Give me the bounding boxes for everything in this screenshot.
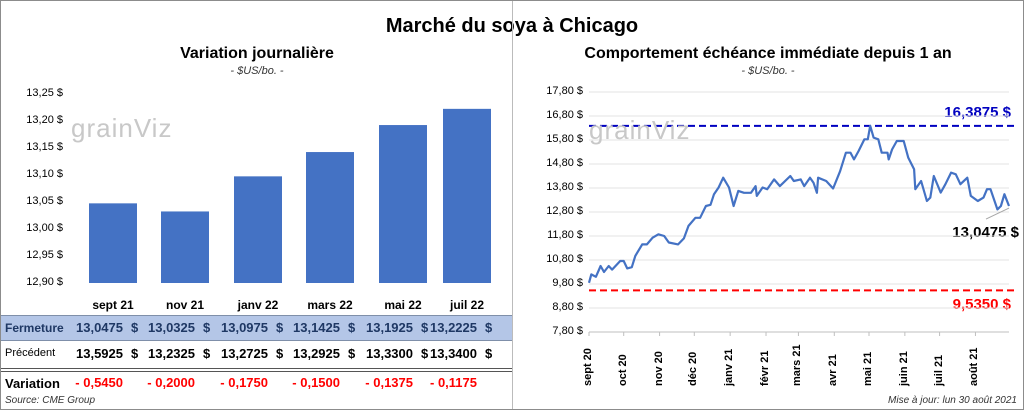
currency-symbol: $ [131, 346, 139, 361]
bar-chart [89, 108, 491, 283]
currency-symbol: $ [421, 346, 429, 361]
x-category-label: nov 21 [165, 298, 204, 312]
table-cell: 13,2925 [293, 346, 340, 361]
source-note: Source: CME Group [5, 395, 96, 406]
panel-divider [512, 1, 513, 409]
x-category-label: juil 22 [449, 298, 484, 312]
y-tick-label: 12,95 $ [26, 249, 63, 261]
table-cell: - 0,5450 [75, 375, 123, 390]
y-tick-label: 13,25 $ [26, 87, 63, 99]
x-tick-label: mars 21 [791, 344, 804, 386]
x-tick-label: nov 20 [652, 351, 665, 386]
currency-symbol: $ [203, 346, 211, 361]
table-cell: 13,0975 [221, 320, 268, 335]
y-tick-label: 13,20 $ [26, 114, 63, 126]
y-tick-label: 15,80 $ [546, 133, 583, 145]
y-tick-label: 13,05 $ [26, 195, 63, 207]
row-label: Précédent [5, 347, 56, 359]
bar-juil-22 [443, 108, 491, 283]
y-tick-label: 10,80 $ [546, 253, 583, 265]
table-cell: 13,0475 [76, 320, 123, 335]
x-category-label: sept 21 [92, 298, 134, 312]
table-cell: 13,3400 [430, 346, 477, 361]
table-cell: - 0,1375 [365, 375, 413, 390]
y-tick-label: 13,80 $ [546, 181, 583, 193]
x-tick-label: janv 21 [723, 348, 736, 386]
x-category-label: mai 22 [384, 298, 422, 312]
update-note: Mise à jour: lun 30 août 2021 [888, 395, 1017, 406]
bar-chart-title: Variation journalière [180, 45, 334, 62]
table-cell: 13,3300 [366, 346, 413, 361]
bar-mai-22 [379, 125, 427, 283]
currency-symbol: $ [485, 320, 493, 335]
page-title: Marché du soya à Chicago [385, 15, 639, 37]
table-cell: 13,0325 [148, 320, 195, 335]
y-tick-label: 14,80 $ [546, 157, 583, 169]
table-cell: 13,1425 [293, 320, 340, 335]
y-tick-label: 8,80 $ [552, 301, 583, 313]
y-tick-label: 13,15 $ [26, 141, 63, 153]
currency-symbol: $ [485, 346, 493, 361]
table-cell: 13,1925 [366, 320, 413, 335]
line-chart [587, 91, 1015, 336]
x-tick-label: juil 21 [932, 354, 945, 386]
x-tick-label: oct 20 [616, 354, 629, 386]
x-tick-label: juin 21 [897, 351, 910, 386]
table-cell: - 0,1175 [430, 375, 477, 390]
currency-symbol: $ [348, 346, 356, 361]
table-cell: 13,2325 [148, 346, 195, 361]
min-label: 9,5350 $ [952, 296, 1011, 314]
table-row-fermeture: Fermeture 13,0475 $13,0325 $13,0975 $13,1425… [1, 315, 513, 341]
bar-nov-21 [161, 211, 209, 283]
bar-sept-21 [89, 203, 137, 283]
x-tick-label: août 21 [968, 347, 981, 386]
x-tick-label: mai 21 [862, 351, 874, 386]
x-tick-label: avr 21 [827, 354, 840, 386]
table-row-variation: Variation - 0,5450 - 0,2000 - 0,1750 - 0,150… [1, 371, 513, 395]
table-cell: 13,5925 [76, 346, 123, 361]
price-line [587, 124, 1011, 284]
currency-symbol: $ [131, 320, 139, 335]
y-tick-label: 13,10 $ [26, 168, 63, 180]
currency-symbol: $ [276, 320, 284, 335]
row-label: Fermeture [5, 321, 64, 335]
double-divider [1, 368, 513, 372]
bar-janv-22 [234, 176, 282, 283]
row-label: Variation [5, 376, 60, 391]
table-cell: - 0,2000 [147, 375, 195, 390]
y-tick-label: 17,80 $ [546, 85, 583, 97]
currency-symbol: $ [421, 320, 429, 335]
bar-chart-subtitle: - $US/bo. - [230, 65, 284, 77]
table-cell: 13,2725 [221, 346, 268, 361]
x-tick-label: sept 20 [582, 348, 594, 386]
y-tick-label: 11,80 $ [547, 229, 583, 241]
line-chart-title: Comportement échéance immédiate depuis 1… [584, 45, 952, 62]
max-label: 16,3875 $ [944, 103, 1011, 121]
table-cell: - 0,1500 [292, 375, 340, 390]
table-cell: 13,2225 [430, 320, 477, 335]
x-tick-label: févr 21 [759, 350, 772, 386]
y-tick-label: 13,00 $ [26, 222, 63, 234]
grainviz-watermark-2: grainViz [589, 115, 691, 145]
last-value-leader [985, 207, 1010, 220]
currency-symbol: $ [276, 346, 284, 361]
currency-symbol: $ [203, 320, 211, 335]
x-category-label: janv 22 [237, 298, 279, 312]
line-chart-subtitle: - $US/bo. - [741, 65, 795, 77]
y-tick-label: 12,90 $ [26, 276, 63, 288]
table-row-précédent: Précédent 13,5925 $13,2325 $13,2725 $13,2925… [1, 342, 513, 366]
table-cell: - 0,1750 [220, 375, 268, 390]
x-tick-label: déc 20 [687, 351, 700, 386]
bar-mars-22 [306, 152, 354, 283]
y-tick-label: 7,80 $ [552, 325, 583, 337]
y-tick-label: 16,80 $ [546, 109, 583, 121]
x-category-label: mars 22 [307, 298, 353, 312]
y-tick-label: 12,80 $ [546, 205, 583, 217]
last-value-label: 13,0475 $ [952, 224, 1019, 241]
grainviz-watermark: grainViz [71, 113, 173, 143]
currency-symbol: $ [348, 320, 356, 335]
y-tick-label: 9,80 $ [552, 277, 583, 289]
